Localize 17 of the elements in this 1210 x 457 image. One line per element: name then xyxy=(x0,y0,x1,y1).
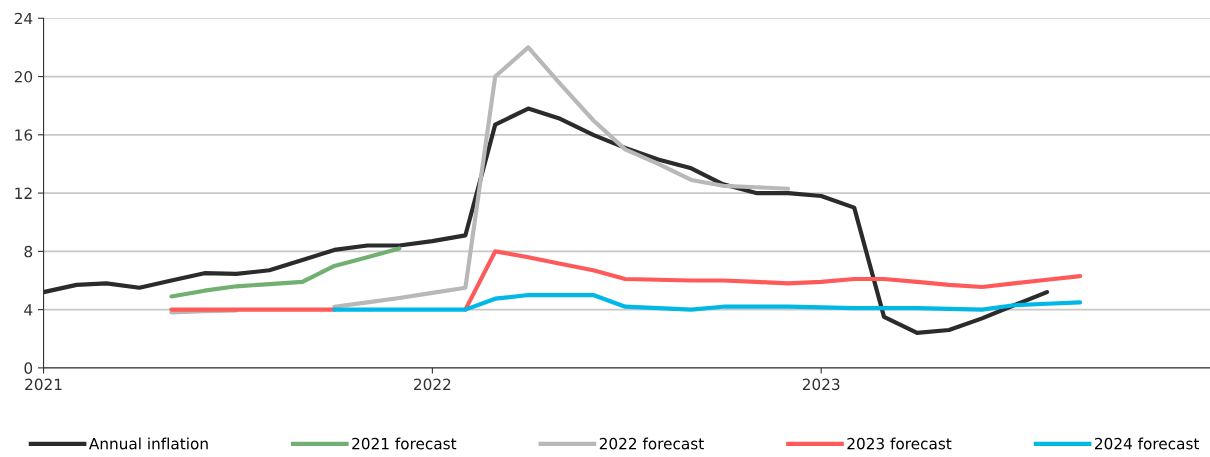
legend-label: 2021 forecast xyxy=(352,437,457,450)
y-tick-label: 4 xyxy=(24,304,33,316)
x-tick-label: 2023 xyxy=(802,378,840,391)
y-tick-label: 24 xyxy=(14,12,33,25)
y-tick-label: 8 xyxy=(24,245,33,258)
line-series xyxy=(332,292,1083,312)
legend-label: 2024 forecast xyxy=(1095,437,1200,450)
y-tick-label: 20 xyxy=(14,71,33,83)
line-series xyxy=(169,246,402,299)
y-tick-label: 16 xyxy=(15,129,33,141)
y-tick-label: 12 xyxy=(15,187,32,199)
x-tick-label: 2021 xyxy=(25,378,62,391)
y-tick-label: 0 xyxy=(24,362,33,374)
legend-label: 2022 forecast xyxy=(599,437,704,450)
x-tick-label: 2022 xyxy=(414,378,451,391)
legend-label: Annual inflation xyxy=(89,437,208,450)
legend-label: 2023 forecast xyxy=(847,437,952,450)
